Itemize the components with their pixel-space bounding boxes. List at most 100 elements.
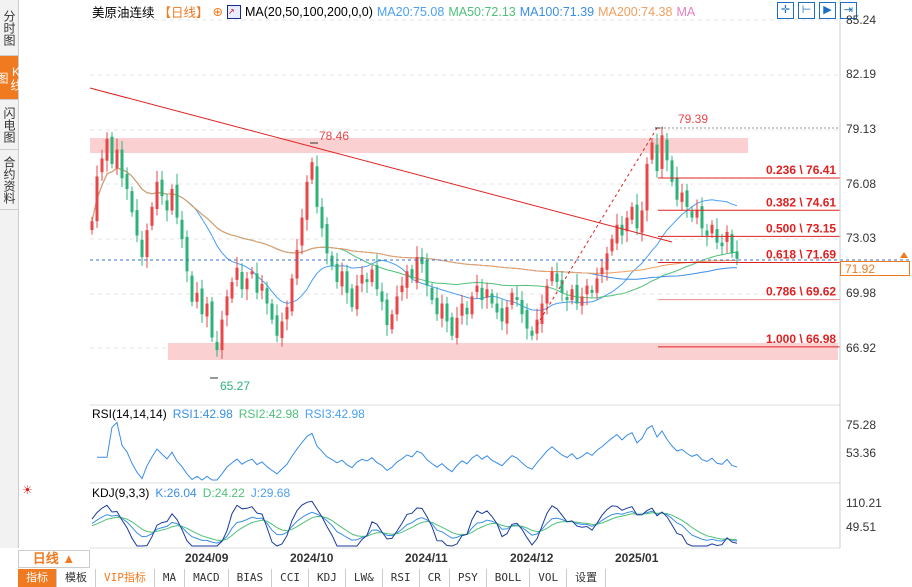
candle[interactable] <box>250 271 254 275</box>
candle[interactable] <box>575 284 579 304</box>
candle[interactable] <box>320 206 324 229</box>
candle[interactable] <box>95 176 99 222</box>
candle[interactable] <box>205 303 209 317</box>
candle[interactable] <box>345 271 349 293</box>
candle[interactable] <box>235 267 239 280</box>
candle[interactable] <box>110 136 114 164</box>
candle[interactable] <box>495 303 499 313</box>
candle[interactable] <box>705 230 709 236</box>
candle[interactable] <box>605 253 609 270</box>
candle[interactable] <box>700 206 704 229</box>
candle[interactable] <box>260 283 264 291</box>
tab-cci[interactable]: CCI <box>272 569 309 587</box>
candle[interactable] <box>670 160 674 182</box>
candle[interactable] <box>710 224 714 234</box>
candle[interactable] <box>470 296 474 315</box>
candle[interactable] <box>520 299 524 315</box>
candle[interactable] <box>355 285 359 310</box>
candle[interactable] <box>595 278 599 293</box>
candle[interactable] <box>385 299 389 326</box>
candle[interactable] <box>240 272 244 290</box>
candle[interactable] <box>680 192 684 202</box>
candle[interactable] <box>655 144 659 172</box>
tab-indicators[interactable]: 指标 <box>18 569 57 587</box>
candle[interactable] <box>685 190 689 207</box>
period-label[interactable]: 【日线】 <box>158 6 209 20</box>
candle[interactable] <box>170 188 174 211</box>
candle[interactable] <box>275 315 279 336</box>
tab-kdj[interactable]: KDJ <box>309 569 346 587</box>
candle[interactable] <box>390 314 394 330</box>
candle[interactable] <box>300 217 304 246</box>
candle[interactable] <box>475 285 479 293</box>
candle[interactable] <box>325 224 329 254</box>
candle[interactable] <box>360 274 364 284</box>
candle[interactable] <box>690 211 694 218</box>
tab-ma[interactable]: MA <box>154 569 186 587</box>
candle[interactable] <box>555 273 559 283</box>
tab-flash[interactable]: 闪电图 <box>0 100 18 150</box>
tab-macd[interactable]: MACD <box>185 569 229 587</box>
zoom-range-icon[interactable]: ⊢ <box>798 2 815 19</box>
candle[interactable] <box>485 289 489 298</box>
candle[interactable] <box>455 317 459 338</box>
candle[interactable] <box>715 229 719 243</box>
candle[interactable] <box>460 303 464 316</box>
tab-timeshare[interactable]: 分时图 <box>0 0 18 56</box>
candle[interactable] <box>730 234 734 254</box>
tab-vip-indicators[interactable]: VIP指标 <box>96 569 155 587</box>
candle[interactable] <box>160 179 164 197</box>
candle[interactable] <box>340 271 344 287</box>
fib-base-line[interactable] <box>536 127 658 326</box>
candle[interactable] <box>395 296 399 315</box>
candle[interactable] <box>295 249 299 279</box>
tab-lwr[interactable]: LW& <box>345 569 383 587</box>
candle[interactable] <box>500 308 504 322</box>
candle[interactable] <box>675 177 679 200</box>
candle[interactable] <box>350 288 354 308</box>
candle[interactable] <box>550 271 554 282</box>
candle[interactable] <box>200 288 204 315</box>
candle[interactable] <box>445 303 449 322</box>
tab-settings[interactable]: 设置 <box>567 569 607 587</box>
candle[interactable] <box>285 307 289 320</box>
tab-contract-info[interactable]: 合约资料 <box>0 150 18 210</box>
ma-params[interactable]: MA(20,50,100,200,0,0) <box>245 4 373 19</box>
candle[interactable] <box>120 149 124 179</box>
candle[interactable] <box>140 239 144 257</box>
candle[interactable] <box>90 221 94 231</box>
candle[interactable] <box>175 184 179 218</box>
candle[interactable] <box>405 271 409 288</box>
candle[interactable] <box>490 293 494 304</box>
candle[interactable] <box>615 224 619 244</box>
tab-kline[interactable]: K线图 <box>0 56 23 100</box>
candle[interactable] <box>440 303 444 319</box>
candle[interactable] <box>145 230 149 257</box>
candle[interactable] <box>640 210 644 233</box>
add-indicator-icon[interactable]: ⊕ <box>212 5 224 19</box>
candle[interactable] <box>620 224 624 236</box>
candle[interactable] <box>430 287 434 300</box>
candle[interactable] <box>530 330 534 336</box>
candle[interactable] <box>660 135 664 169</box>
candle[interactable] <box>150 206 154 226</box>
tab-psy[interactable]: PSY <box>449 569 487 587</box>
play-icon[interactable]: ▶ <box>819 2 836 19</box>
candle[interactable] <box>535 319 539 334</box>
candle[interactable] <box>525 309 529 329</box>
sun-icon[interactable]: ☀ <box>22 483 33 497</box>
candle[interactable] <box>645 163 649 211</box>
candle[interactable] <box>230 282 234 299</box>
candle[interactable] <box>190 275 194 302</box>
candle[interactable] <box>630 206 634 220</box>
candle[interactable] <box>580 296 584 306</box>
candle[interactable] <box>255 273 259 293</box>
candle[interactable] <box>415 256 419 283</box>
candle[interactable] <box>560 279 564 293</box>
candle[interactable] <box>125 173 129 189</box>
tab-templates[interactable]: 模板 <box>57 569 96 587</box>
candle[interactable] <box>465 307 469 315</box>
jump-end-icon[interactable]: ⇥ <box>840 2 857 19</box>
downtrend-line[interactable] <box>89 87 673 243</box>
